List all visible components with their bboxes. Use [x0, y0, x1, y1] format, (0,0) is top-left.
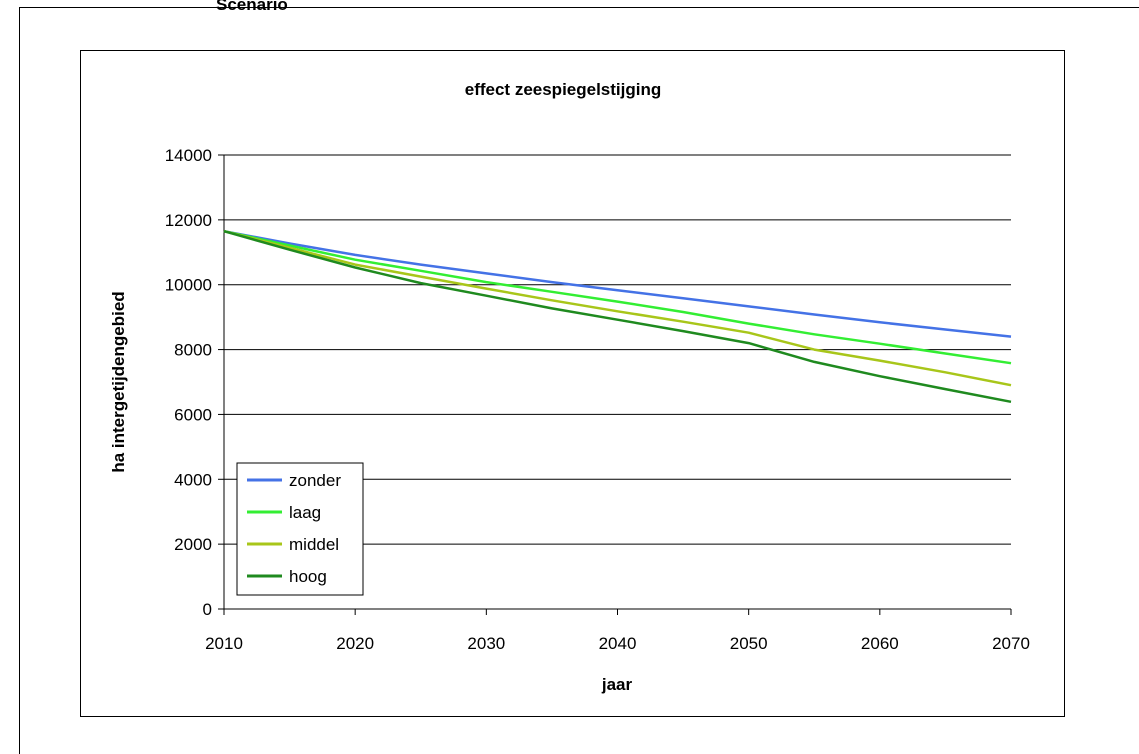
chart-title: effect zeespiegelstijging: [465, 80, 662, 99]
series-lines: [223, 229, 1012, 404]
axes: 0 2000 4000 6000 8000 10000 12000 14000 2010 2020…: [165, 146, 1030, 653]
x-tick-label: 2070: [992, 634, 1030, 653]
x-axis-label: jaar: [601, 675, 633, 694]
report-frame: Scenario: [19, 0, 1139, 754]
y-tick-label: 8000: [174, 341, 212, 360]
series-line-middel: [223, 229, 1012, 387]
y-tick-label: 4000: [174, 470, 212, 489]
series-line-laag: [223, 229, 1012, 365]
y-tick-label: 6000: [174, 405, 212, 424]
x-tick-label: 2040: [599, 634, 637, 653]
chart-frame: [80, 50, 1065, 717]
legend-label: middel: [289, 535, 339, 554]
legend-label: hoog: [289, 567, 327, 586]
x-tick-label: 2020: [336, 634, 374, 653]
legend-label: zonder: [289, 471, 341, 490]
y-tick-label: 0: [203, 600, 212, 619]
x-tick-label: 2060: [861, 634, 899, 653]
legend-box: [236, 462, 364, 596]
y-tick-label: 14000: [165, 146, 212, 165]
series-line-zonder: [223, 229, 1012, 338]
x-tick-label: 2030: [467, 634, 505, 653]
y-tick-label: 2000: [174, 535, 212, 554]
x-tick-label: 2050: [730, 634, 768, 653]
y-axis-label: ha intergetijdengebied: [109, 291, 128, 472]
gridlines: [224, 154, 1011, 545]
y-tick-label: 10000: [165, 276, 212, 295]
series-line-hoog: [223, 229, 1012, 404]
x-tick-label: 2010: [205, 634, 243, 653]
legend-label: laag: [289, 503, 321, 522]
cut-heading: Scenario: [216, 0, 288, 14]
legend: zonder laag middel hoog: [236, 462, 364, 596]
y-tick-label: 12000: [165, 211, 212, 230]
